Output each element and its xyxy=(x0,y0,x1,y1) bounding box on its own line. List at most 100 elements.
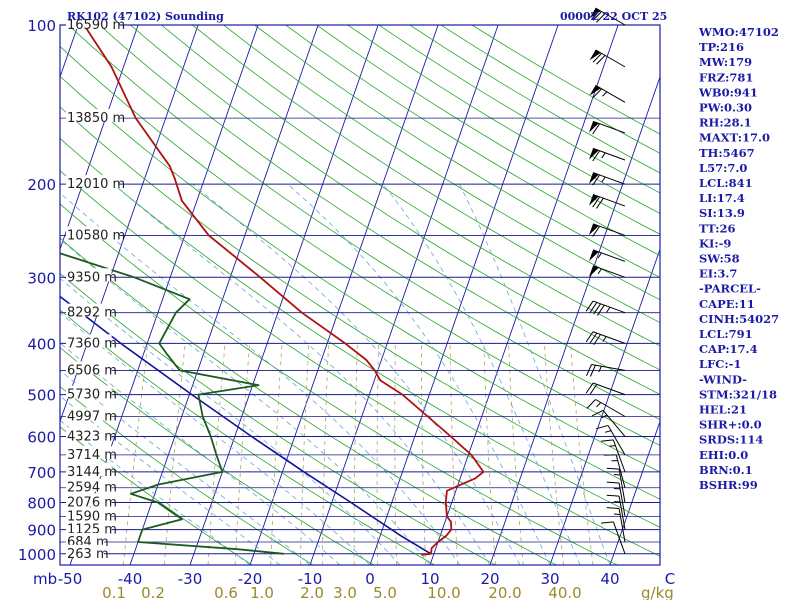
pressure-axis: 100 200 300 400 500 600 700 800 900 1000 xyxy=(18,17,56,564)
height-label: 13850 m xyxy=(67,111,125,126)
wind-barb-full xyxy=(606,467,620,470)
height-label: 4323 m xyxy=(67,429,117,444)
height-label: 10580 m xyxy=(67,228,125,243)
mixing-ratio-label: 0.6 xyxy=(214,584,238,600)
wind-barb-flag xyxy=(589,8,601,19)
height-label-bg xyxy=(66,334,112,348)
index-entry: TT:26 xyxy=(699,221,736,235)
mixing-ratio-line xyxy=(207,343,226,565)
pressure-tick-label: 600 xyxy=(27,428,56,446)
height-label-bg xyxy=(66,303,112,317)
temperature-tick-label: 40 xyxy=(600,570,619,588)
wind-barb-full xyxy=(586,364,592,377)
pressure-tick-label: 100 xyxy=(27,17,56,35)
temperature-tick-label: -40 xyxy=(118,570,143,588)
wind-barb-half xyxy=(597,268,602,275)
wind-barb-staff xyxy=(592,382,626,396)
moist-adiabat xyxy=(382,183,581,565)
index-entry: CAPE:11 xyxy=(699,297,755,311)
wind-barb-full xyxy=(596,304,605,316)
height-label: 5730 m xyxy=(67,388,117,403)
moist-adiabat xyxy=(60,238,431,565)
mixing-ratio-label: 40.0 xyxy=(548,584,581,600)
wind-barb xyxy=(606,467,626,503)
index-entry: FRZ:781 xyxy=(699,70,753,84)
wind-barb-staff xyxy=(592,193,626,207)
wind-barb-full xyxy=(592,174,601,186)
temperature-tick-label: C xyxy=(665,570,675,588)
pressure-tick-label: 400 xyxy=(27,335,56,353)
moist-adiabat xyxy=(60,342,341,565)
moist-adiabat xyxy=(60,312,371,565)
mixing-ratio-line xyxy=(163,343,186,565)
mixing-ratio-line xyxy=(300,343,310,565)
sounding-title: RK102 (47102) Sounding xyxy=(67,10,224,23)
index-entry: -WIND- xyxy=(699,372,747,386)
wind-barb xyxy=(588,193,626,209)
height-label-bg xyxy=(66,109,120,123)
mixing-ratio-line xyxy=(234,343,250,565)
index-entry: -PARCEL- xyxy=(699,282,761,296)
height-label-bg xyxy=(66,16,120,29)
mixing-ratio-line xyxy=(122,343,149,565)
wind-barb-staff xyxy=(592,223,626,236)
index-entry: STM:321/18 xyxy=(699,387,777,401)
height-label-bg xyxy=(66,407,112,421)
dewpoint-trace xyxy=(60,252,284,555)
temperature-axis: -50 -40 -30 -20 -10 0 10 20 30 40 C xyxy=(58,570,675,588)
mixing-ratio-line xyxy=(376,343,379,565)
wind-barb-staff xyxy=(591,364,626,371)
mixing-ratio-line xyxy=(353,343,358,565)
height-label-bg xyxy=(66,445,112,459)
wind-barb xyxy=(588,265,626,278)
wind-barb-full xyxy=(606,507,620,510)
temperature-tick-label: -10 xyxy=(298,570,323,588)
pressure-tick-label: 800 xyxy=(27,495,56,513)
index-entry: PW:0.30 xyxy=(699,101,752,115)
wind-barb-half xyxy=(598,366,602,373)
wind-barb-flag xyxy=(588,265,599,277)
mixing-ratio-line xyxy=(270,343,283,565)
wind-barb-flag xyxy=(588,148,599,160)
isotherm xyxy=(309,25,499,565)
temperature-tick-label: 0 xyxy=(365,570,375,588)
wind-barb-half xyxy=(602,336,607,342)
index-entry: LI:17.4 xyxy=(699,191,745,205)
wind-barb-staff xyxy=(612,521,626,554)
wind-barb-flag xyxy=(588,172,599,184)
index-entry: CINH:54027 xyxy=(699,312,779,326)
wind-barb-half xyxy=(601,152,606,159)
mixing-ratio-line xyxy=(483,343,496,565)
wind-barb-full xyxy=(592,88,602,99)
wind-barb-full xyxy=(596,55,606,65)
wind-barb-flag xyxy=(588,121,599,133)
isotherm xyxy=(609,420,660,565)
height-label: 7360 m xyxy=(67,336,117,351)
plot-frame xyxy=(59,24,661,566)
height-label: 2594 m xyxy=(67,481,117,496)
moist-adiabat xyxy=(113,183,491,565)
wind-barb xyxy=(588,223,626,237)
dry-adiabat xyxy=(223,25,660,301)
wind-barb-staff xyxy=(592,172,626,185)
isobars xyxy=(60,24,660,555)
dry-adiabat xyxy=(60,45,660,446)
index-entry: TP:216 xyxy=(699,40,744,54)
height-label-bg xyxy=(66,493,112,507)
index-entry: SI:13.9 xyxy=(699,206,745,220)
wind-barb-full xyxy=(586,399,596,409)
wind-barb-flag xyxy=(589,49,601,61)
dry-adiabat xyxy=(60,309,435,565)
wind-barb-full xyxy=(585,300,594,312)
height-label: 9350 m xyxy=(67,270,117,285)
index-entry: KI:-9 xyxy=(699,236,731,250)
temperature-tick-label: 10 xyxy=(420,570,439,588)
wind-barb-flag xyxy=(589,85,601,96)
moist-adiabat xyxy=(192,183,521,565)
index-entry: CAP:17.4 xyxy=(699,342,758,356)
wind-barb-staff xyxy=(592,300,626,314)
height-label-bg xyxy=(66,507,112,521)
mixing-ratio-line xyxy=(394,343,397,565)
index-entry: WMO:47102 xyxy=(698,25,779,39)
